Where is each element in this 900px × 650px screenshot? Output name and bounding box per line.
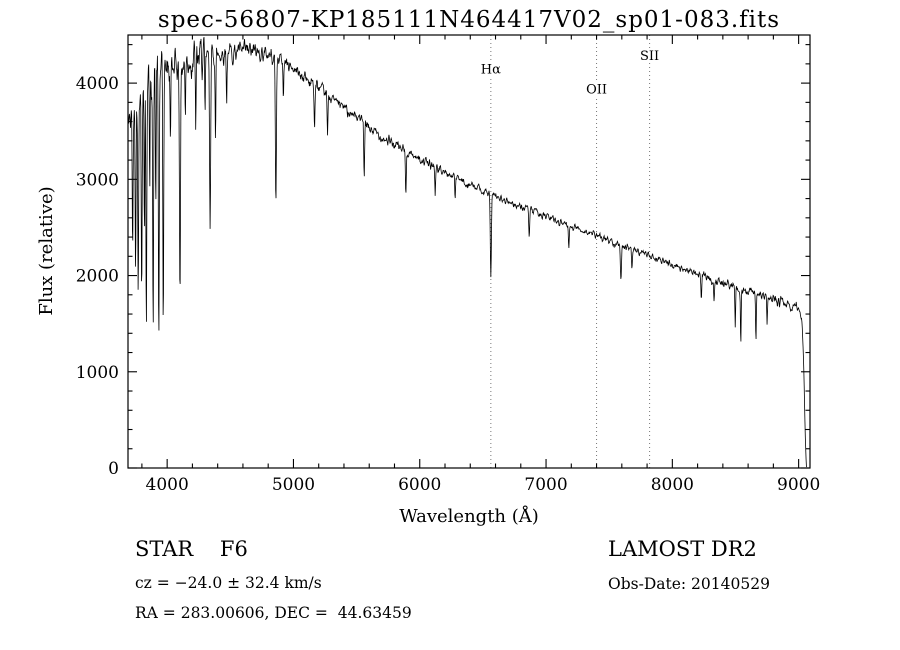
chart-title: spec-56807-KP185111N464417V02_sp01-083.f…	[158, 7, 780, 33]
obs-date-label: Obs-Date: 20140529	[608, 575, 770, 593]
y-tick-label: 0	[108, 459, 119, 479]
x-tick-label: 9000	[777, 475, 820, 495]
axis-ticks	[128, 35, 810, 469]
y-tick-label: 2000	[76, 267, 119, 287]
x-tick-label: 8000	[651, 475, 694, 495]
x-tick-label: 7000	[524, 475, 567, 495]
x-axis-label: Wavelength (Å)	[399, 505, 539, 527]
spectrum-line	[128, 36, 807, 468]
plot-frame	[127, 34, 811, 469]
survey-label: LAMOST DR2	[608, 537, 757, 561]
spectral-line-label: Hα	[481, 62, 501, 77]
y-tick-label: 1000	[76, 363, 119, 383]
x-tick-label: 4000	[146, 475, 189, 495]
object-class-label: STAR F6	[135, 537, 248, 561]
coordinates-label: RA = 283.00606, DEC = 44.63459	[135, 604, 412, 622]
spectral-line-markers: Hα OII SII	[479, 35, 665, 468]
marker-label-background	[479, 62, 502, 77]
plot-area: Hα OII SII 4000 5000 6000 7000 8000 9000 0 1000 200…	[76, 34, 820, 495]
redshift-velocity-label: cz = −24.0 ± 32.4 km/s	[135, 574, 322, 592]
spectral-line-label: SII	[640, 49, 659, 64]
y-axis-label: Flux (relative)	[36, 186, 57, 315]
marker-label-background	[581, 82, 612, 97]
x-tick-label: 5000	[272, 475, 315, 495]
x-tick-label: 6000	[398, 475, 441, 495]
spectral-line-label: OII	[586, 83, 607, 98]
y-tick-label: 3000	[76, 170, 119, 190]
marker-label-background	[634, 49, 665, 64]
y-tick-label: 4000	[76, 74, 119, 94]
